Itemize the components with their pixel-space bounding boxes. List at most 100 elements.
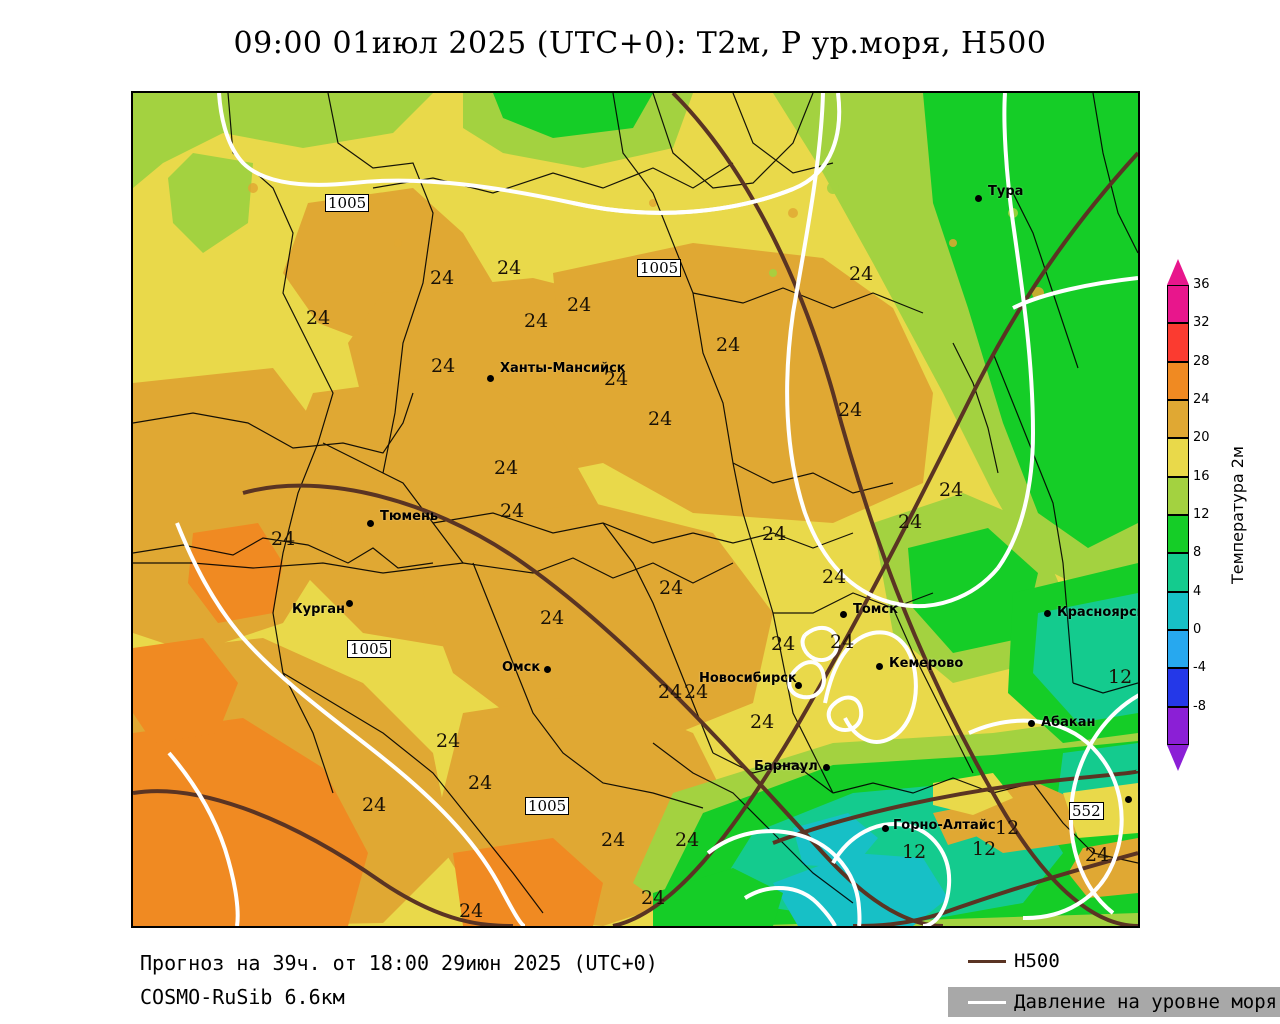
- temp-contour-label-3: 24: [524, 310, 549, 332]
- city-dot-11: [882, 825, 889, 832]
- city-label-8: Красноярск: [1057, 605, 1140, 620]
- temp-contour-label-1: 24: [497, 257, 522, 279]
- temp-contour-label-16: 24: [898, 511, 923, 533]
- temp-contour-label-31: 24: [641, 887, 666, 909]
- temp-contour-label-41: 12: [995, 817, 1020, 839]
- city-dot-0: [975, 195, 982, 202]
- city-dot-10: [823, 764, 830, 771]
- city-label-1: Ханты-Мансийск: [500, 361, 626, 376]
- city-label-12: Кызыл: [1137, 790, 1138, 805]
- temp-contour-label-25: 24: [436, 730, 461, 752]
- map-canvas[interactable]: Тура Ханты-Мансийск Тюмень Курган Омск Томск К…: [131, 91, 1140, 928]
- colorbar-tick-11: -8: [1193, 698, 1206, 714]
- temp-contour-label-21: 24: [830, 631, 855, 653]
- colorbar-tick-6: 12: [1193, 507, 1210, 522]
- city-dot-3: [346, 600, 353, 607]
- colorbar-segment-9: [1167, 630, 1189, 669]
- temp-contour-label-28: 24: [601, 829, 626, 851]
- city-label-9: Абакан: [1041, 715, 1096, 730]
- city-dot-2: [367, 520, 374, 527]
- city-dot-5: [840, 611, 847, 618]
- temp-contour-label-10: 24: [648, 408, 673, 430]
- city-label-7: Новосибирск: [699, 671, 797, 686]
- colorbar-segment-1: [1167, 323, 1189, 362]
- legend-h500-label: H500: [1014, 950, 1060, 972]
- colorbar-segment-8: [1167, 591, 1189, 630]
- city-label-3: Курган: [292, 602, 345, 617]
- colorbar-tick-5: 16: [1193, 468, 1210, 484]
- colorbar-segment-3: [1167, 400, 1189, 439]
- temp-contour-label-19: 24: [540, 607, 565, 629]
- colorbar-title-text: Температура 2м: [1227, 445, 1247, 585]
- temp-contour-label-30: 24: [459, 900, 484, 922]
- h500-contour-label-0: 552: [1069, 802, 1104, 820]
- legend-sea-level-pressure: Давление на уровне моря: [948, 987, 1280, 1017]
- temp-contour-label-23: 24: [684, 681, 709, 703]
- temp-contour-label-20: 24: [771, 633, 796, 655]
- temp-contour-label-0: 24: [430, 267, 455, 289]
- page-title: 09:00 01июл 2025 (UTC+0): T2м, P ур.моря…: [233, 26, 1047, 61]
- pressure-contour-label-1: 1005: [637, 259, 682, 277]
- colorbar-segment-2: [1167, 361, 1189, 400]
- colorbar-tick-7: 8: [1193, 545, 1202, 561]
- temp-contour-label-42: 12: [902, 841, 927, 863]
- colorbar-bottom-arrow: [1167, 745, 1189, 771]
- city-label-11: Горно-Алтайс: [893, 818, 996, 833]
- legend-h500: H500: [968, 950, 1060, 972]
- slp-line-swatch: [968, 1000, 1006, 1004]
- temp-contour-label-4: 24: [567, 294, 592, 316]
- temp-contour-label-2: 24: [306, 307, 331, 329]
- colorbar-segment-10: [1167, 668, 1189, 707]
- city-dot-7: [795, 682, 802, 689]
- temp-contour-label-43: 12: [972, 838, 997, 860]
- pressure-contour-label-0: 1005: [325, 194, 370, 212]
- city-label-0: Тура: [988, 184, 1024, 199]
- city-label-4: Омск: [502, 660, 541, 675]
- temp-contour-label-6: 24: [431, 355, 456, 377]
- city-dot-6: [876, 663, 883, 670]
- temp-contour-label-38: 12: [1108, 666, 1133, 688]
- temp-contour-label-12: 24: [500, 500, 525, 522]
- colorbar-tick-9: 0: [1193, 622, 1202, 637]
- city-dot-1: [487, 375, 494, 382]
- temp-contour-label-13: 24: [271, 528, 296, 550]
- temp-contour-label-14: 24: [939, 479, 964, 501]
- colorbar-top-arrow: [1167, 259, 1189, 285]
- temp-contour-label-7: 24: [604, 368, 629, 390]
- temp-contour-label-26: 24: [468, 772, 493, 794]
- temperature-colorbar[interactable]: 36 32 28 24 20 16 12 8 4 0 -4 -8: [1167, 259, 1210, 771]
- colorbar-segment-7: [1167, 553, 1189, 592]
- city-label-10: Барнаул: [754, 759, 818, 774]
- colorbar-segment-6: [1167, 515, 1189, 554]
- colorbar-tick-0: 36: [1193, 277, 1210, 292]
- temp-contour-label-5: 24: [716, 334, 741, 356]
- temp-contour-label-9: 24: [838, 399, 863, 421]
- temp-contour-label-18: 24: [822, 566, 847, 588]
- temp-contour-label-11: 24: [494, 457, 519, 479]
- colorbar-segment-5: [1167, 476, 1189, 515]
- pressure-contour-label-2: 1005: [347, 640, 392, 658]
- city-label-2: Тюмень: [380, 509, 439, 524]
- colorbar-tick-3: 24: [1193, 392, 1210, 407]
- city-label-6: Кемерово: [889, 656, 964, 671]
- colorbar-segment-11: [1167, 706, 1189, 745]
- city-dot-8: [1044, 610, 1051, 617]
- temp-contour-label-29: 24: [675, 829, 700, 851]
- legend-slp-label: Давление на уровне моря: [1014, 991, 1278, 1013]
- temp-contour-label-17: 24: [659, 577, 684, 599]
- city-dot-9: [1028, 720, 1035, 727]
- temp-contour-label-15: 24: [762, 523, 787, 545]
- colorbar-tick-1: 32: [1193, 315, 1210, 331]
- city-label-5: Томск: [853, 602, 898, 617]
- colorbar-title: Температура 2м: [1222, 300, 1252, 730]
- h500-line-swatch: [968, 959, 1006, 963]
- colorbar-tick-2: 28: [1193, 353, 1210, 369]
- colorbar-segment-4: [1167, 438, 1189, 477]
- colorbar-segment-0: [1167, 285, 1189, 324]
- forecast-info-line: Прогноз на 39ч. от 18:00 29июн 2025 (UTC…: [140, 951, 658, 975]
- pressure-contour-label-3: 1005: [525, 797, 570, 815]
- temp-contour-label-36: 24: [1085, 844, 1110, 866]
- city-dot-12: [1125, 796, 1132, 803]
- temp-contour-label-8: 24: [849, 263, 874, 285]
